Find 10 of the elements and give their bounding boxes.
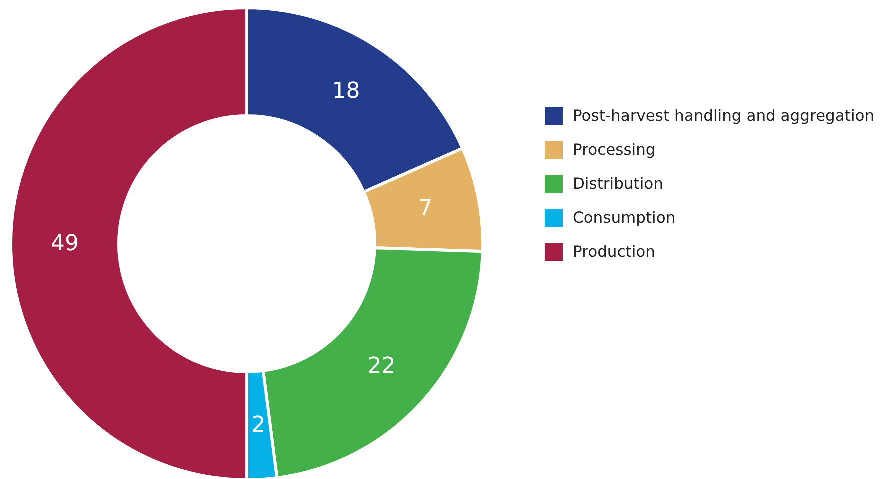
data-label: 2 — [252, 413, 266, 438]
data-label: 7 — [418, 196, 433, 222]
legend-label: Post-harvest handling and aggregation — [573, 107, 875, 125]
legend-label: Processing — [573, 141, 656, 159]
data-label: 18 — [332, 78, 360, 104]
data-label: 49 — [51, 232, 79, 256]
legend-label: Distribution — [573, 175, 664, 193]
legend-label: Production — [573, 243, 656, 261]
data-label: 22 — [368, 354, 396, 379]
legend-label: Consumption — [573, 209, 676, 227]
